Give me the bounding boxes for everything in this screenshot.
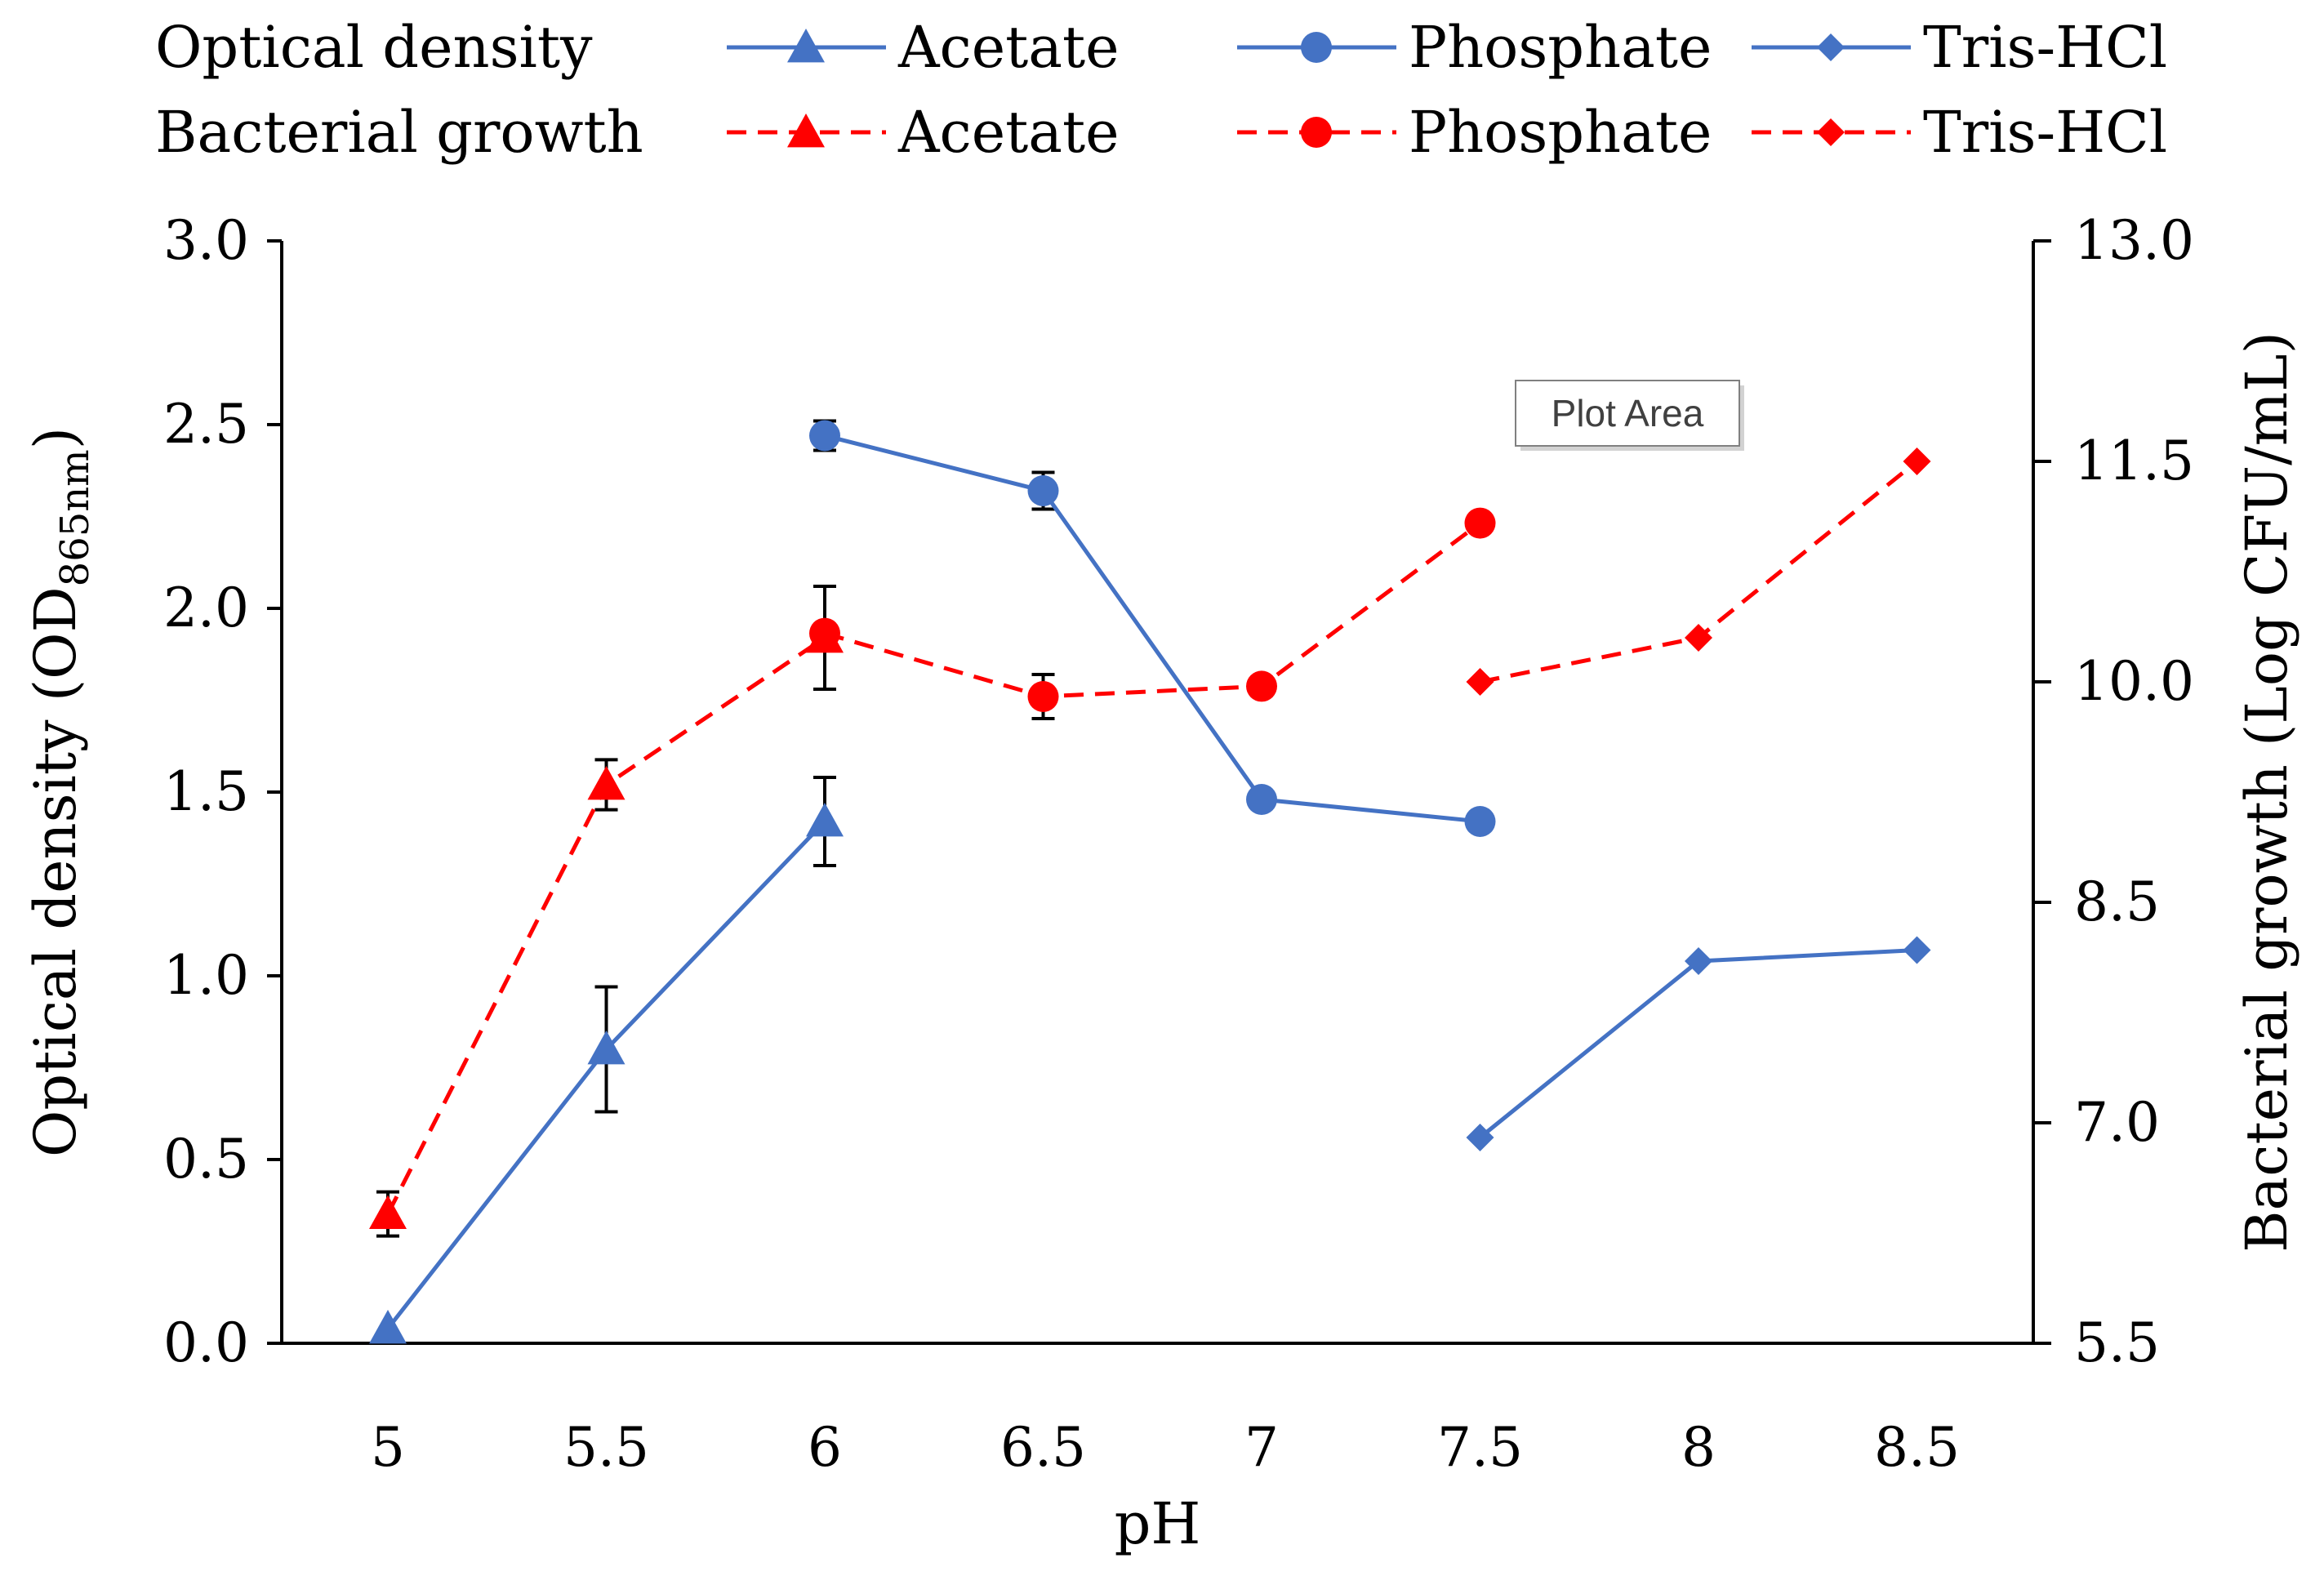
x-tick-label: 7 <box>1244 1416 1279 1479</box>
optical-density-tris-hcl-line <box>1478 948 1917 1139</box>
axes-layer: 0.0 0.5 1.0 1.5 2.0 2.5 3.0 5.5 7.0 8.5 10.0 11.5 13… <box>22 209 2300 1557</box>
left-y-tick-label: 0.5 <box>163 1128 249 1191</box>
legend-label: Tris-HCl <box>1923 14 2167 81</box>
bacterial-growth-phosphate-point <box>1246 670 1277 702</box>
right-y-tick-label: 7.0 <box>2074 1091 2160 1154</box>
bacterial-growth-tris-hcl-series <box>1466 447 1931 696</box>
tooltip-text: Plot Area <box>1552 392 1704 434</box>
right-y-axis-title: Bacterial growth (Log CFU/mL) <box>2233 332 2300 1253</box>
right-y-tick-label: 5.5 <box>2074 1311 2160 1374</box>
optical-density-acetate-point <box>369 1310 407 1344</box>
optical-density-acetate-point <box>587 1031 626 1065</box>
left-y-tick-label: 1.0 <box>163 944 249 1007</box>
optical-density-phosphate-line <box>824 434 1480 824</box>
legend-item-bacterial-growth-tris-hcl: Tris-HCl <box>1752 99 2167 166</box>
bacterial-growth-phosphate-point <box>1027 681 1059 712</box>
bacterial-growth-acetate-line <box>385 635 826 1215</box>
legend-marker <box>787 29 825 63</box>
legend-label: Phosphate <box>1409 99 1712 166</box>
optical-density-phosphate-point <box>1027 475 1059 506</box>
legend-label: Phosphate <box>1409 14 1712 81</box>
legend-marker <box>1817 33 1845 61</box>
legend-item-optical-density-phosphate: Phosphate <box>1237 14 1712 81</box>
legend-marker <box>1301 117 1332 148</box>
annotation-layer: Plot Area <box>1515 380 1744 451</box>
left-y-tick-label: 2.0 <box>163 577 249 639</box>
tooltip-box <box>1515 380 1740 447</box>
left-y-tick-label: 3.0 <box>163 209 249 272</box>
error-bars-layer <box>376 419 1055 1238</box>
optical-density-tris-hcl-point <box>1466 1124 1494 1151</box>
optical-density-tris-hcl-point <box>1685 947 1712 975</box>
bacterial-growth-tris-hcl-point <box>1903 447 1931 475</box>
x-tick-label: 7.5 <box>1437 1416 1523 1479</box>
bacterial-growth-phosphate-line <box>824 521 1481 699</box>
left-y-tick-label: 2.5 <box>163 393 249 456</box>
bacterial-growth-tris-hcl-point <box>1466 668 1494 696</box>
right-y-tick-label: 8.5 <box>2074 870 2160 933</box>
plot-area-tooltip: Plot Area <box>1515 380 1744 451</box>
optical-density-phosphate-point <box>809 420 840 452</box>
right-y-tick-label: 10.0 <box>2074 650 2194 713</box>
left-y-tick-label: 0.0 <box>163 1311 249 1374</box>
x-axis-title: pH <box>1115 1490 1201 1557</box>
legend-marker <box>1817 118 1845 146</box>
legend-label: Tris-HCl <box>1923 99 2167 166</box>
x-tick-label: 5.5 <box>563 1416 649 1479</box>
x-tick-label: 6 <box>808 1416 842 1479</box>
bacterial-growth-tris-hcl-point <box>1685 624 1712 652</box>
bacterial-growth-phosphate-series <box>809 507 1496 712</box>
legend-item-bacterial-growth-phosphate: Phosphate <box>1237 99 1712 166</box>
bacterial-growth-acetate-point <box>587 766 626 800</box>
x-tick-label: 8.5 <box>1874 1416 1960 1479</box>
x-tick-label: 8 <box>1681 1416 1716 1479</box>
right-y-tick-label: 11.5 <box>2074 430 2194 492</box>
x-tick-label: 6.5 <box>1000 1416 1086 1479</box>
optical-density-tris-hcl-point <box>1903 936 1931 964</box>
legend-row-label: Bacterial growth <box>155 99 643 166</box>
legend-row-label: Optical density <box>155 14 593 81</box>
legend-marker <box>1301 32 1332 63</box>
bacterial-growth-phosphate-point <box>809 617 840 649</box>
optical-density-acetate-point <box>806 803 844 837</box>
bacterial-growth-acetate-series <box>369 619 844 1229</box>
optical-density-tris-hcl-series <box>1466 936 1931 1151</box>
bacterial-growth-acetate-point <box>369 1195 407 1229</box>
optical-density-acetate-series <box>369 803 844 1344</box>
legend-label: Acetate <box>897 14 1120 81</box>
legend-label: Acetate <box>897 99 1120 166</box>
legend-item-optical-density-acetate: Acetate <box>727 14 1120 81</box>
legend-item-bacterial-growth-acetate: Acetate <box>727 99 1120 166</box>
series-layer <box>369 420 1931 1344</box>
bacterial-growth-phosphate-point <box>1464 507 1496 539</box>
optical-density-phosphate-series <box>809 420 1496 837</box>
x-tick-label: 5 <box>371 1416 405 1479</box>
optical-density-phosphate-point <box>1246 784 1277 815</box>
legend: Optical density Bacterial growth Acetate Ph… <box>155 14 2167 166</box>
legend-item-optical-density-tris-hcl: Tris-HCl <box>1752 14 2167 81</box>
legend-marker <box>787 114 825 148</box>
optical-density-phosphate-point <box>1464 806 1496 837</box>
right-y-tick-label: 13.0 <box>2074 209 2194 272</box>
left-y-axis-title: Optical density (OD865nm) <box>22 427 98 1157</box>
left-y-tick-label: 1.5 <box>163 760 249 823</box>
